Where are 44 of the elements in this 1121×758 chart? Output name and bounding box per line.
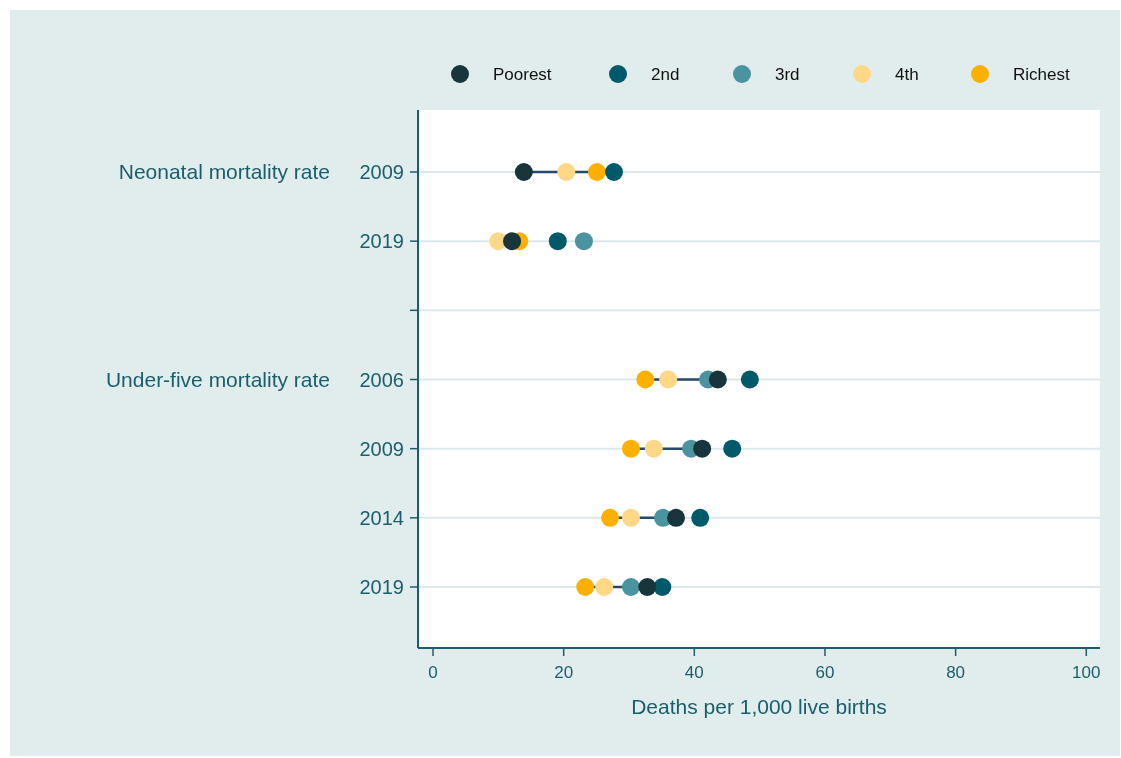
- point: [604, 163, 623, 181]
- y-tick-label: 2009: [359, 437, 404, 460]
- x-axis-title: Deaths per 1,000 live births: [631, 695, 887, 718]
- legend-label: 2nd: [651, 64, 680, 84]
- point: [667, 508, 686, 527]
- point: [621, 508, 640, 527]
- x-tick-label: 100: [1072, 663, 1101, 682]
- point: [576, 578, 595, 596]
- y-tick-label: 2006: [359, 368, 404, 391]
- point: [574, 232, 593, 251]
- point: [638, 578, 657, 596]
- text: Neonatal mortality rate: [118, 160, 330, 184]
- legend-label: Richest: [1013, 64, 1070, 84]
- point: [693, 439, 712, 458]
- point: [601, 508, 620, 527]
- point: [514, 163, 533, 181]
- y-tick-label: 2019: [359, 576, 404, 598]
- x-tick-label: 60: [815, 663, 835, 682]
- point: [740, 370, 759, 389]
- point: [548, 232, 567, 251]
- point: [621, 439, 640, 458]
- point: [503, 232, 522, 251]
- point: [659, 370, 678, 389]
- legend-label: 4th: [895, 64, 919, 84]
- text: Under-five mortality rate: [105, 367, 330, 391]
- point: [557, 163, 576, 181]
- x-tick-label: 20: [554, 663, 574, 682]
- point: [621, 578, 640, 596]
- x-tick-label: 80: [946, 663, 966, 682]
- y-tick-label: 2014: [359, 506, 404, 529]
- y-tick-label: 2009: [359, 161, 404, 183]
- point: [653, 578, 672, 596]
- point: [636, 370, 655, 389]
- point: [595, 578, 614, 596]
- x-tick-label: 40: [684, 663, 704, 682]
- legend-label: 3rd: [775, 64, 800, 84]
- legend-label: Poorest: [493, 64, 552, 84]
- point: [644, 439, 663, 458]
- x-tick-label: 0: [428, 663, 438, 682]
- point: [587, 163, 606, 181]
- point: [691, 508, 710, 527]
- point: [708, 370, 727, 389]
- point: [723, 439, 742, 458]
- y-tick-label: 2019: [359, 230, 404, 253]
